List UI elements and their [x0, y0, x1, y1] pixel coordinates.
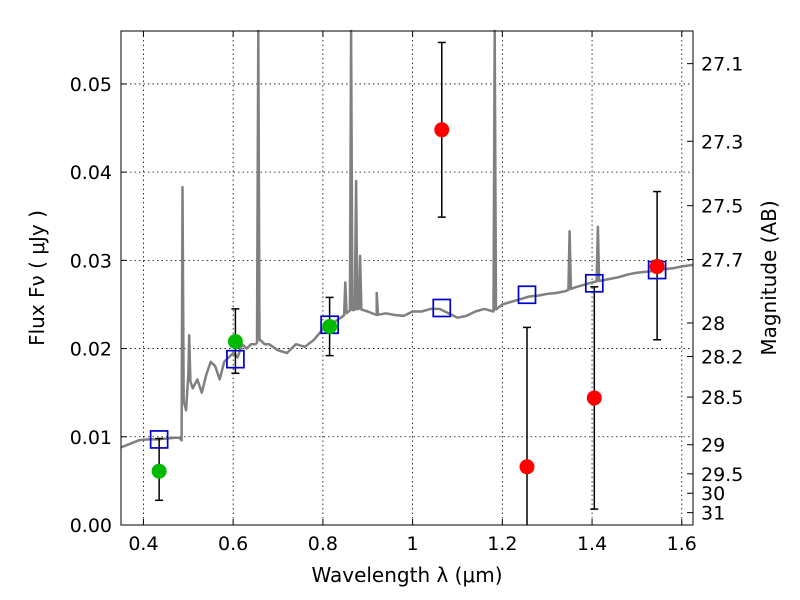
x-tick-label: 0.8 [308, 533, 338, 555]
x-tick-label: 0.4 [128, 533, 158, 555]
right-tick-label: 29.5 [701, 464, 743, 486]
right-tick-label: 27.1 [701, 54, 743, 76]
upper-limit-point [434, 122, 450, 138]
right-tick-label: 30 [701, 483, 725, 505]
spectrum-line [120, 29, 694, 449]
upper-limit-point [519, 459, 535, 475]
y-axis-right-label: Magnitude (AB) [757, 200, 781, 355]
y-tick-label: 0.04 [70, 162, 112, 184]
y-axis-label: Flux Fν ( μJy ) [25, 210, 49, 346]
right-tick-label: 27.5 [701, 196, 743, 218]
right-tick-label: 27.7 [701, 249, 743, 271]
right-tick-label: 28.5 [701, 387, 743, 409]
upper-limit-point [649, 259, 665, 275]
detection-point [151, 463, 167, 479]
model-photometry-square [517, 285, 537, 305]
detection-point [322, 319, 338, 335]
model-photometry-square [584, 273, 604, 293]
right-tick-label: 27.3 [701, 131, 743, 153]
x-tick-label: 0.6 [218, 533, 248, 555]
markers [149, 122, 667, 479]
right-tick-label: 29 [701, 435, 725, 457]
plot-frame [120, 30, 694, 526]
right-tick-label: 28.2 [701, 347, 743, 369]
detection-point [227, 334, 243, 350]
right-tick-label: 28 [701, 313, 725, 335]
x-tick-label: 1.2 [487, 533, 517, 555]
y-tick-label: 0.01 [70, 427, 112, 449]
model-photometry-square [432, 298, 452, 318]
model-photometry-square [149, 430, 169, 449]
model-photometry-square [226, 349, 245, 369]
y-tick-label: 0.00 [70, 515, 112, 537]
axes: 0.4 0.6 0.8 1 1.2 1.4 1.6 0.00 0.01 0.02 0.03 0.04 0… [70, 31, 743, 555]
right-tick-label: 31 [701, 503, 725, 525]
spectrum [120, 29, 694, 449]
upper-limit-point [586, 390, 602, 406]
x-tick-label: 1 [407, 533, 419, 555]
y-tick-label: 0.05 [70, 74, 112, 96]
x-axis-label: Wavelength λ (μm) [311, 563, 502, 587]
x-tick-label: 1.4 [577, 533, 607, 555]
x-tick-label: 1.6 [667, 533, 697, 555]
y-tick-label: 0.03 [70, 250, 112, 272]
grid [121, 31, 693, 526]
y-tick-label: 0.02 [70, 339, 112, 361]
